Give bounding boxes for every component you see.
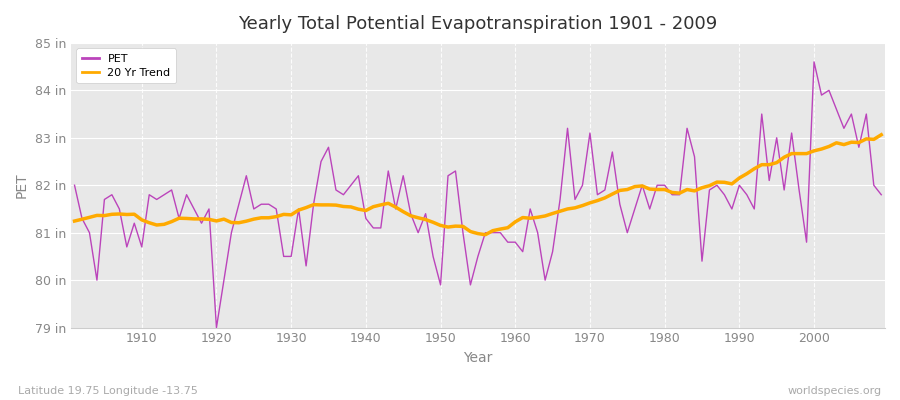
20 Yr Trend: [607, 192, 617, 196]
PET: [346, 183, 356, 188]
PET: [808, 60, 819, 64]
Y-axis label: PET: PET: [15, 172, 29, 198]
20 Yr Trend: [518, 215, 528, 220]
Text: Latitude 19.75 Longitude -13.75: Latitude 19.75 Longitude -13.75: [18, 386, 198, 396]
Text: worldspecies.org: worldspecies.org: [788, 386, 882, 396]
PET: [509, 240, 520, 244]
20 Yr Trend: [293, 208, 304, 212]
Legend: PET, 20 Yr Trend: PET, 20 Yr Trend: [76, 48, 176, 83]
20 Yr Trend: [69, 219, 80, 224]
PET: [518, 249, 528, 254]
20 Yr Trend: [480, 232, 491, 237]
PET: [129, 221, 140, 226]
20 Yr Trend: [509, 220, 520, 224]
Title: Yearly Total Potential Evapotranspiration 1901 - 2009: Yearly Total Potential Evapotranspiratio…: [238, 15, 717, 33]
Line: 20 Yr Trend: 20 Yr Trend: [75, 135, 881, 235]
20 Yr Trend: [129, 212, 140, 217]
X-axis label: Year: Year: [464, 351, 492, 365]
PET: [607, 150, 617, 154]
PET: [69, 183, 80, 188]
20 Yr Trend: [876, 132, 886, 137]
20 Yr Trend: [338, 204, 349, 209]
Line: PET: PET: [75, 62, 881, 328]
PET: [301, 264, 311, 268]
PET: [212, 325, 222, 330]
PET: [876, 192, 886, 197]
